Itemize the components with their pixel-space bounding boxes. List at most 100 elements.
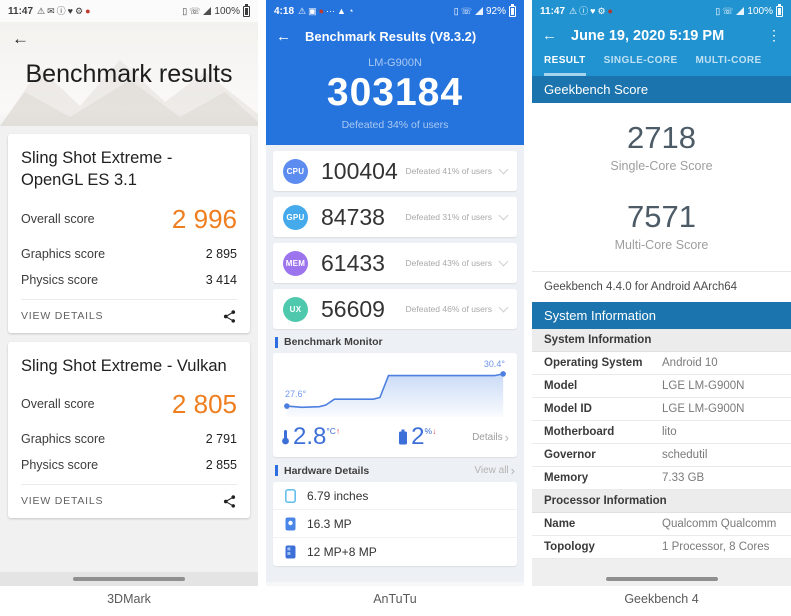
rear-camera-icon: [283, 545, 297, 559]
heart-icon: ♥: [67, 5, 74, 16]
sim-icon: ▯: [715, 5, 721, 16]
recording-dot-icon: ●: [85, 5, 91, 16]
status-right-icons: ▯ ☏: [454, 5, 472, 16]
score-card-gpu[interactable]: GPU 84738 Defeated 31% of users: [273, 197, 517, 237]
hardware-value: 16.3 MP: [307, 516, 352, 531]
battery-icon: [509, 3, 516, 17]
view-all-button[interactable]: View all ›: [474, 464, 515, 477]
card-action-row: VIEW DETAILS: [21, 298, 237, 324]
tab-single-core[interactable]: SINGLE-CORE: [603, 55, 678, 66]
warning-icon: ⚠: [298, 5, 307, 16]
status-right-icons: ▯ ☏: [182, 5, 200, 16]
view-details-button[interactable]: VIEW DETAILS: [21, 310, 104, 323]
chart-end-label: 30.4°: [483, 359, 505, 369]
metric-label: Physics score: [21, 272, 99, 287]
3dmark-results-list: Sling Shot Extreme - OpenGL ES 3.1 Overa…: [0, 126, 258, 572]
chart-start-label: 27.6°: [285, 389, 307, 399]
section-title: Hardware Details: [284, 464, 370, 477]
chevron-right-icon: ›: [510, 463, 515, 478]
temperature-delta: 2.8 °C↑: [281, 425, 340, 449]
overall-score-row: Overall score 2 996: [21, 204, 237, 235]
metric-value: 3 414: [205, 272, 237, 287]
row-value: 1 Processor, 8 Cores: [662, 541, 770, 553]
battery-drop-icon: [399, 429, 408, 445]
battery-icon: [776, 3, 783, 17]
benchmark-monitor-card: 27.6° 30.4° 2.8 °C↑ 2 %↓: [273, 353, 517, 457]
metric-value: 2 791: [205, 431, 237, 446]
metric-value: 2 895: [205, 246, 237, 261]
chevron-down-icon[interactable]: [498, 256, 509, 266]
details-button[interactable]: Details ›: [472, 431, 509, 444]
hardware-value: 12 MP+8 MP: [307, 545, 377, 559]
row-label: Model ID: [544, 403, 592, 415]
view-details-button[interactable]: VIEW DETAILS: [21, 495, 104, 508]
back-arrow-icon[interactable]: ←: [542, 27, 557, 44]
view-all-label: View all: [474, 465, 509, 476]
battery-percent: 100%: [214, 5, 240, 17]
share-icon[interactable]: [222, 309, 237, 324]
header-title: Benchmark Results (V8.3.2): [305, 29, 477, 44]
table-row: Model LGE LM-G900N: [532, 375, 791, 398]
hardware-row-rear-camera[interactable]: 12 MP+8 MP: [273, 538, 517, 566]
ux-score-note: Defeated 46% of users: [405, 304, 492, 314]
back-arrow-icon[interactable]: ←: [276, 28, 291, 45]
wifi-call-icon: ☏: [460, 5, 472, 16]
battery-delta-value: 2: [411, 423, 425, 450]
cpu-score-note: Defeated 41% of users: [405, 166, 492, 176]
row-value: Qualcomm Qualcomm: [662, 518, 777, 530]
chevron-down-icon[interactable]: [498, 302, 509, 312]
drive-icon: ▲: [337, 5, 346, 16]
back-arrow-icon[interactable]: ←: [12, 29, 29, 48]
device-name: LM-G900N: [368, 57, 422, 69]
overall-score-row: Overall score 2 805: [21, 389, 237, 420]
share-icon[interactable]: [222, 494, 237, 509]
score-card-ux[interactable]: UX 56609 Defeated 46% of users: [273, 289, 517, 329]
phone-screen-icon: [283, 488, 297, 503]
mem-score-note: Defeated 43% of users: [405, 258, 492, 268]
chevron-down-icon[interactable]: [498, 210, 509, 220]
metric-value: 2 855: [205, 457, 237, 472]
signal-icon: [474, 7, 483, 15]
overflow-menu-icon[interactable]: ⋮: [767, 27, 781, 43]
table-row: Model ID LGE LM-G900N: [532, 398, 791, 421]
antutu-body: CPU 100404 Defeated 41% of users GPU 847…: [266, 145, 524, 582]
multi-core-score-block: 7571 Multi-Core Score: [532, 173, 791, 252]
status-right-cluster: ▯ ☏ 100%: [182, 3, 250, 17]
table-row: Operating System Android 10: [532, 352, 791, 375]
version-line: Geekbench 4.4.0 for Android AArch64: [532, 271, 791, 302]
row-label: Governor: [544, 449, 596, 461]
more-notifications-icon: ⋯: [326, 5, 336, 16]
heart-icon: ♥: [590, 5, 596, 16]
benchmark-name: Sling Shot Extreme - Vulkan: [21, 356, 227, 375]
gpu-score-note: Defeated 31% of users: [405, 212, 492, 222]
battery-percent: 100%: [747, 5, 773, 17]
mountain-background-image: [0, 60, 258, 126]
multi-core-score-value: 7571: [627, 199, 696, 234]
hardware-row-front-camera[interactable]: 16.3 MP: [273, 510, 517, 538]
arrow-up-icon: ↑: [335, 426, 341, 436]
score-card-cpu[interactable]: CPU 100404 Defeated 41% of users: [273, 151, 517, 191]
tab-result[interactable]: RESULT: [544, 55, 586, 76]
status-left-icons: ⚠ ▣ ● ⋯ ▲ ◔: [298, 5, 353, 16]
row-value: LGE LM-G900N: [662, 403, 745, 415]
mem-score: 61433: [321, 249, 385, 276]
total-score: 303184: [326, 71, 464, 114]
antutu-header: ← Benchmark Results (V8.3.2) LM-G900N 30…: [266, 22, 524, 145]
hardware-row-screen[interactable]: 6.79 inches: [273, 482, 517, 510]
battery-percent: 92%: [485, 5, 506, 17]
score-card-mem[interactable]: MEM 61433 Defeated 43% of users: [273, 243, 517, 283]
content-filler: [532, 559, 791, 572]
arrow-down-icon: ↓: [432, 426, 437, 436]
row-label: Model: [544, 380, 578, 392]
battery-delta-unit: %: [424, 426, 433, 436]
tab-multi-core[interactable]: MULTI-CORE: [695, 55, 762, 66]
gesture-handle[interactable]: [73, 577, 185, 581]
system-information-bar: System Information: [532, 302, 791, 329]
sim-icon: ▯: [182, 5, 188, 16]
overall-score-label: Overall score: [21, 397, 95, 412]
status-left-icons: ⚠ ⓘ ♥ ⚙ ●: [569, 5, 613, 16]
gesture-handle[interactable]: [605, 577, 718, 581]
row-label: Motherboard: [544, 426, 615, 438]
chevron-down-icon[interactable]: [498, 164, 509, 174]
